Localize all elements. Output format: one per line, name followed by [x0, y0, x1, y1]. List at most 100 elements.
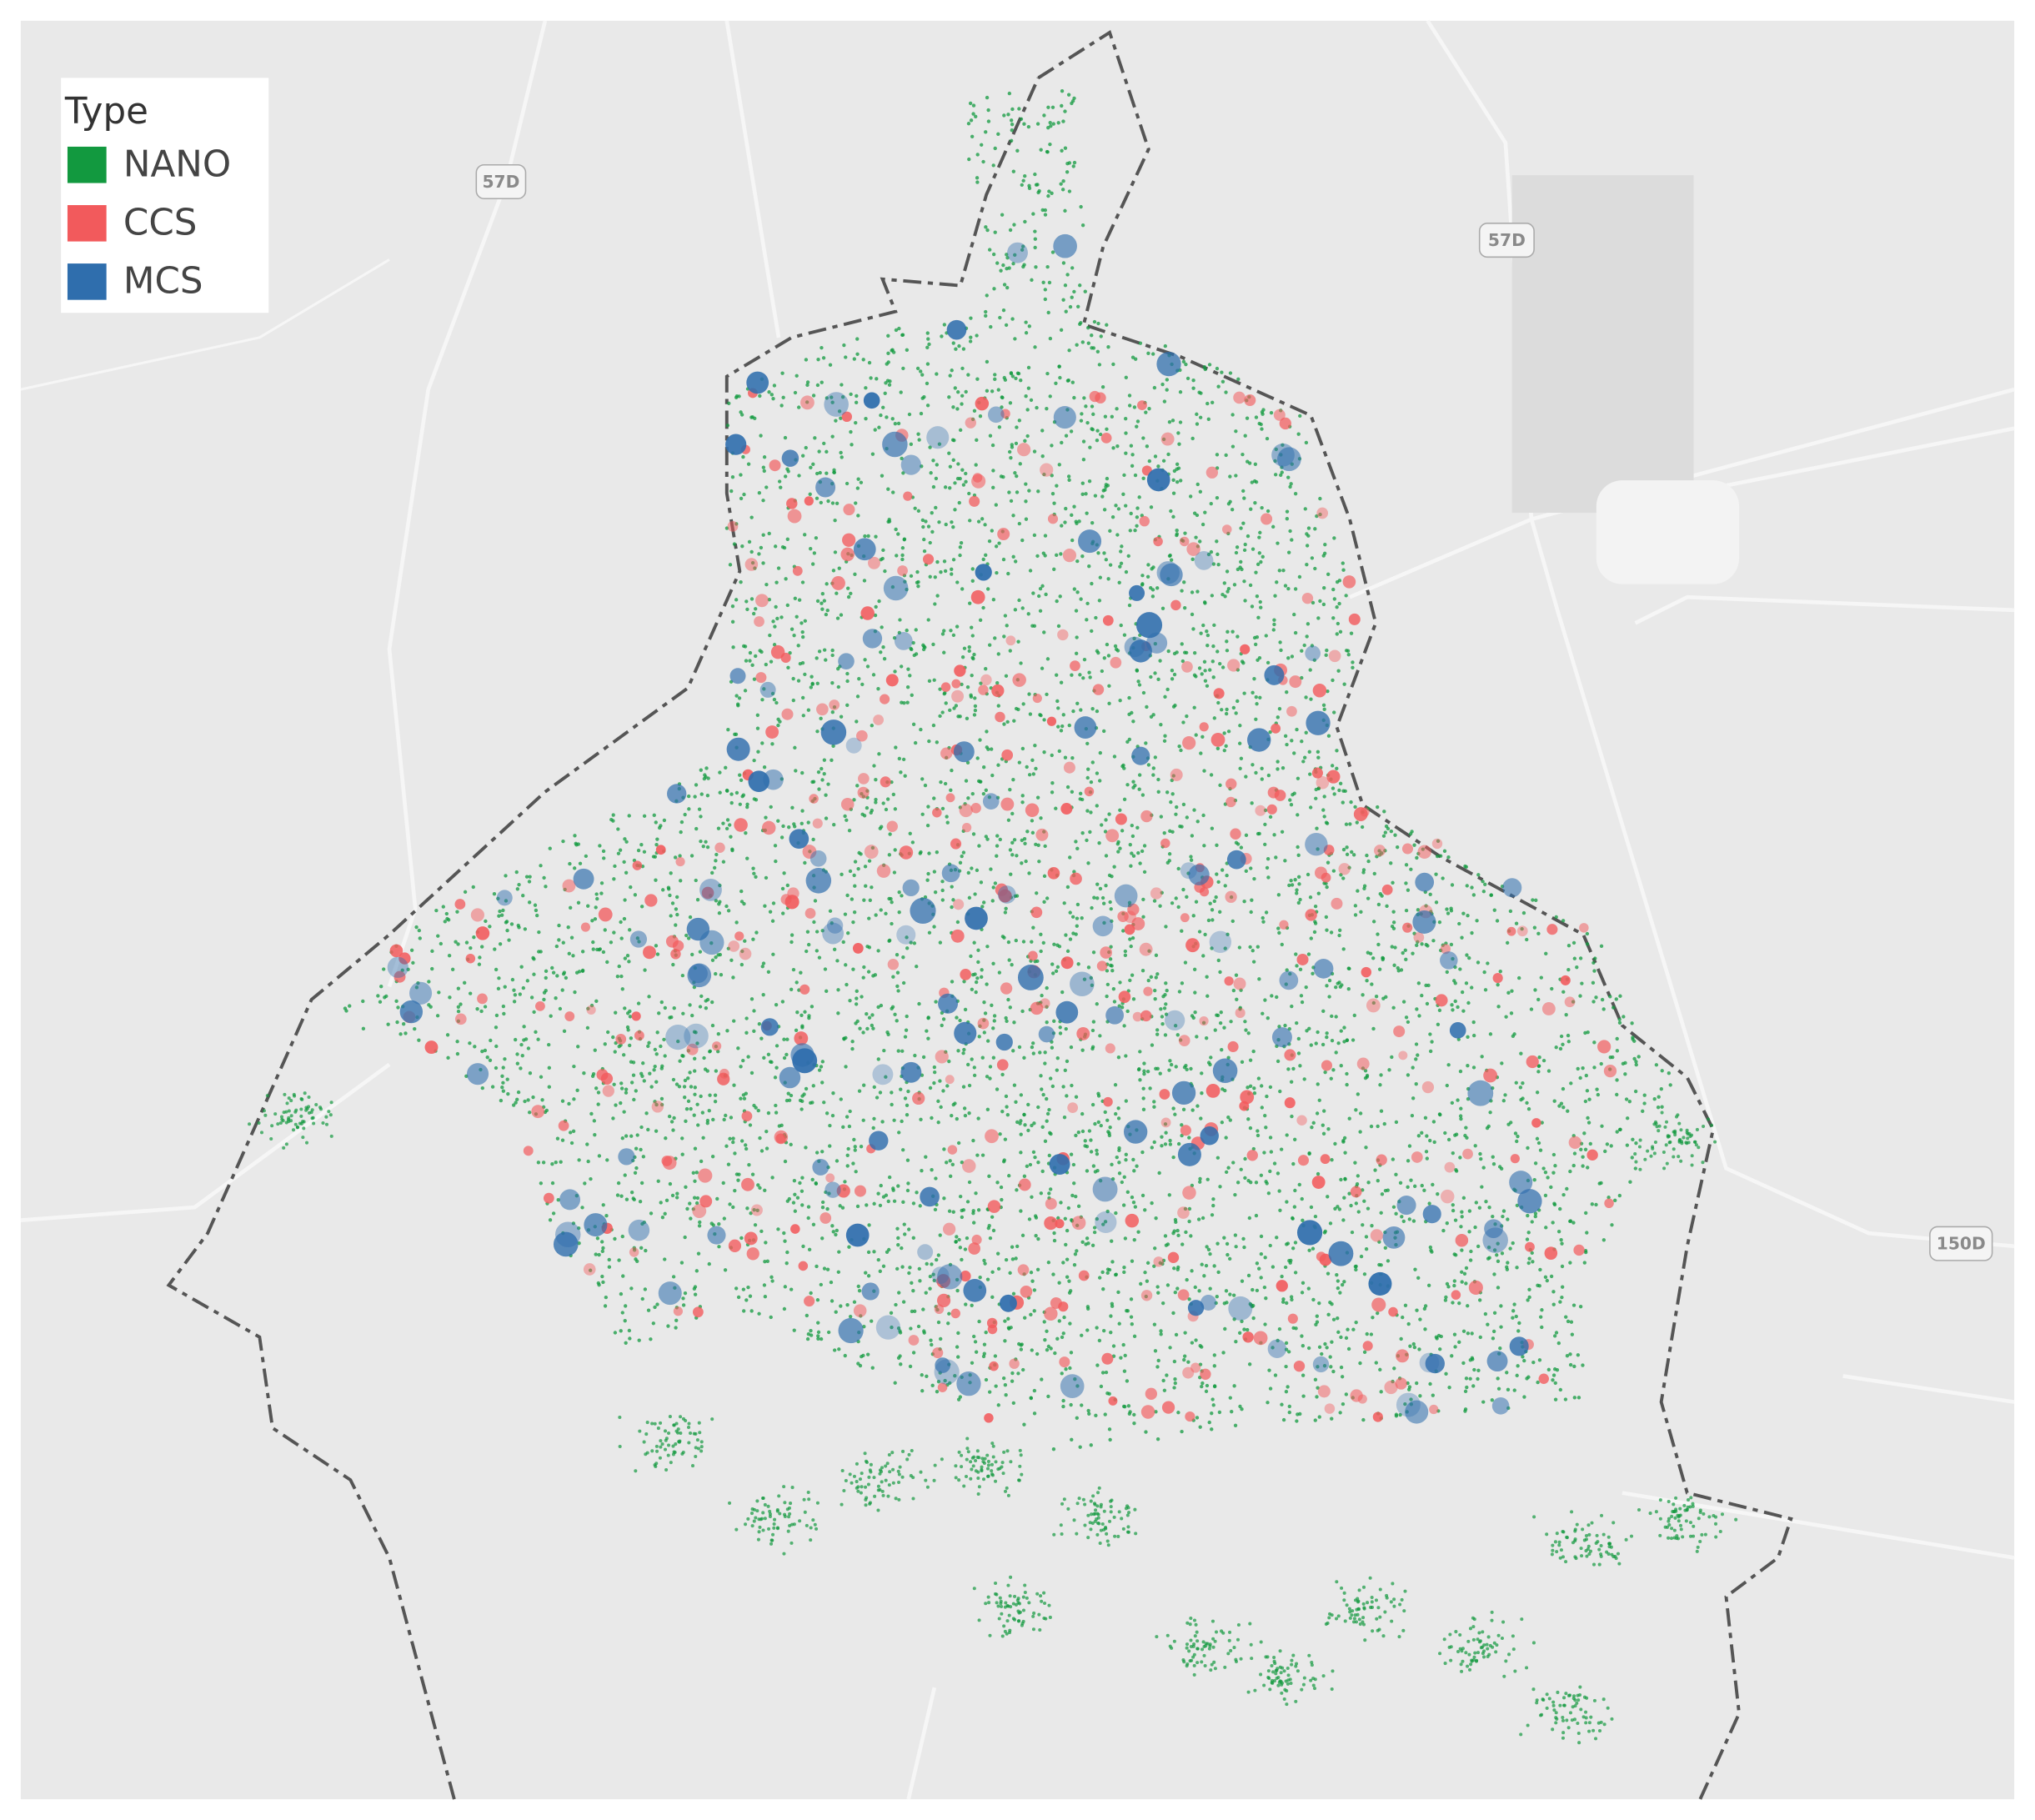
point — [1013, 559, 1018, 564]
point — [800, 770, 804, 775]
point — [1228, 1292, 1232, 1296]
point — [1280, 470, 1284, 474]
point — [1090, 404, 1095, 409]
point — [779, 615, 784, 619]
point — [1281, 568, 1286, 573]
point — [789, 627, 794, 631]
point — [1082, 977, 1087, 981]
point — [1072, 1181, 1076, 1186]
point — [1115, 444, 1120, 449]
point — [1450, 1354, 1454, 1358]
point — [1156, 1358, 1160, 1363]
point — [1024, 482, 1028, 486]
point — [1428, 892, 1432, 896]
point — [985, 389, 990, 394]
point — [646, 1127, 650, 1132]
point — [1061, 1261, 1065, 1265]
point — [622, 1110, 626, 1114]
point — [501, 1080, 505, 1085]
point — [624, 1304, 628, 1308]
point — [1199, 751, 1203, 755]
point — [1415, 1381, 1419, 1386]
point — [965, 1200, 970, 1204]
point — [1040, 1087, 1044, 1091]
point — [1135, 506, 1140, 510]
point — [1326, 1271, 1331, 1276]
point — [1017, 1045, 1022, 1050]
point — [1174, 812, 1178, 816]
point — [1298, 414, 1302, 419]
point — [1337, 933, 1341, 938]
point — [501, 1089, 506, 1093]
point — [985, 730, 989, 734]
point — [1506, 990, 1511, 995]
point — [1463, 864, 1467, 869]
point — [1407, 1217, 1411, 1221]
point — [1080, 1240, 1085, 1244]
point — [1266, 773, 1271, 778]
point — [1050, 971, 1055, 975]
point — [1129, 511, 1133, 516]
point — [1040, 666, 1045, 670]
point — [1551, 1290, 1556, 1294]
point — [752, 797, 756, 801]
point — [895, 1266, 900, 1271]
point — [1087, 479, 1092, 484]
point — [386, 1022, 390, 1026]
point — [677, 1085, 682, 1089]
point — [1281, 1417, 1286, 1422]
point — [953, 1373, 957, 1378]
point — [1403, 948, 1407, 952]
point — [1103, 1110, 1107, 1115]
point — [1386, 1259, 1391, 1263]
point — [1004, 674, 1009, 678]
point — [976, 779, 981, 784]
point — [931, 459, 935, 463]
point — [1010, 1379, 1015, 1383]
point — [1095, 896, 1100, 900]
point — [876, 1057, 880, 1061]
point — [1537, 1358, 1542, 1362]
point — [741, 1287, 746, 1291]
point — [1068, 1366, 1072, 1371]
point — [1544, 951, 1548, 955]
point — [1251, 690, 1255, 695]
point — [1206, 1247, 1211, 1252]
point — [1176, 431, 1180, 435]
point — [799, 821, 804, 825]
point — [1165, 1373, 1169, 1377]
point — [1118, 699, 1122, 703]
point — [769, 1275, 774, 1280]
point — [1396, 969, 1401, 973]
point — [1298, 967, 1303, 971]
point — [660, 1216, 665, 1220]
point — [1587, 1097, 1591, 1101]
point — [736, 1295, 741, 1300]
point — [905, 1158, 910, 1162]
point — [934, 1176, 938, 1181]
point — [1496, 1386, 1501, 1391]
point — [1092, 895, 1096, 900]
point — [1197, 390, 1201, 394]
point — [903, 1096, 908, 1101]
point — [1305, 544, 1310, 548]
point — [1391, 1205, 1396, 1209]
point — [1003, 614, 1008, 618]
point — [1290, 1004, 1294, 1009]
point — [751, 611, 756, 616]
point — [1246, 459, 1250, 464]
point — [1255, 635, 1260, 639]
point — [1234, 711, 1238, 715]
point — [1560, 1295, 1564, 1300]
point — [890, 1006, 894, 1011]
point — [1259, 1084, 1264, 1088]
point — [984, 667, 988, 671]
point — [1085, 1169, 1090, 1173]
point — [1301, 1394, 1306, 1398]
point — [1288, 798, 1292, 802]
point — [1318, 496, 1322, 501]
point — [1035, 122, 1040, 126]
point — [1188, 494, 1193, 499]
point — [1050, 753, 1054, 758]
point — [1102, 901, 1106, 905]
